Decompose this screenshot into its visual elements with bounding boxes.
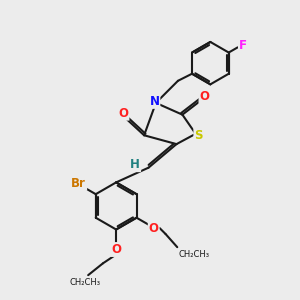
Text: Br: Br bbox=[71, 177, 86, 190]
Text: O: O bbox=[149, 221, 159, 235]
Text: CH₂CH₃: CH₂CH₃ bbox=[179, 250, 210, 259]
Text: O: O bbox=[118, 107, 128, 120]
Text: CH₂CH₃: CH₂CH₃ bbox=[70, 278, 101, 287]
Text: N: N bbox=[149, 95, 159, 108]
Text: O: O bbox=[111, 243, 121, 256]
Text: F: F bbox=[239, 39, 247, 52]
Text: O: O bbox=[200, 91, 209, 103]
Text: S: S bbox=[194, 129, 203, 142]
Text: H: H bbox=[130, 158, 140, 171]
